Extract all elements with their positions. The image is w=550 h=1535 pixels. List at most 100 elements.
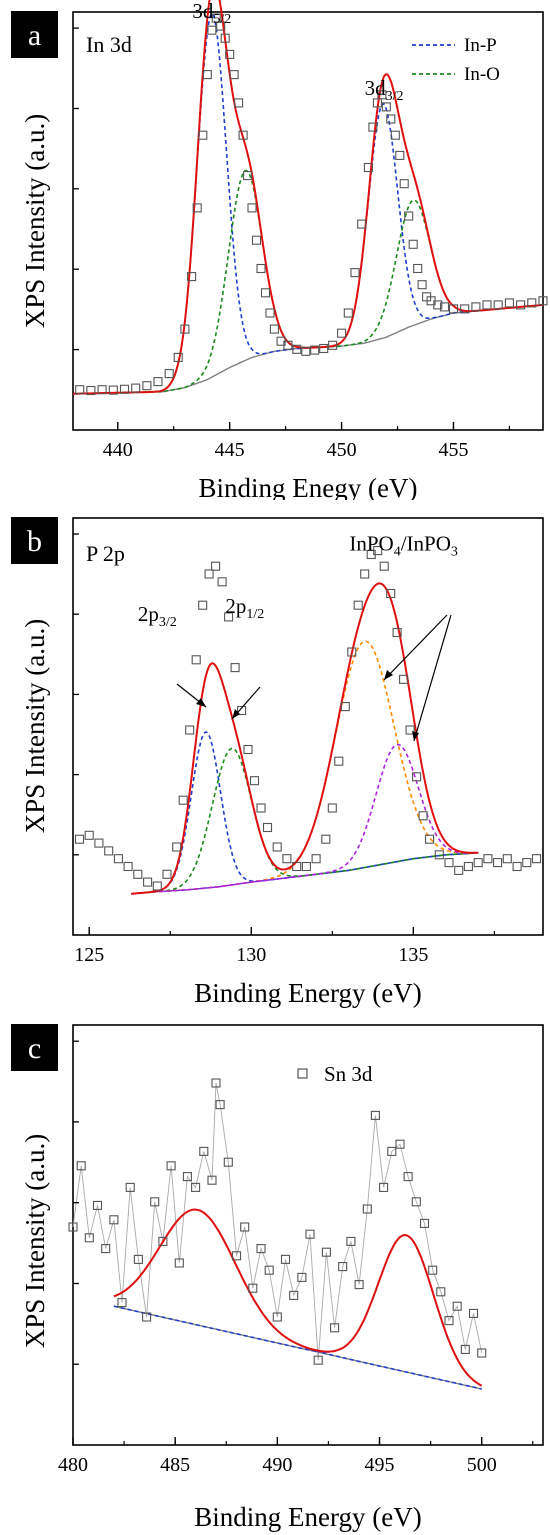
data-point-marker [224, 612, 234, 622]
panel-a-annotation: In 3d [86, 32, 132, 57]
data-point-marker [265, 308, 275, 318]
data-point-marker [238, 130, 248, 140]
data-point-marker [379, 1182, 389, 1192]
data-point-marker [413, 263, 423, 274]
data-point-marker [86, 385, 96, 396]
data-point-marker [131, 383, 141, 393]
data-point-marker [125, 1182, 135, 1192]
fit-envelope-line [72, 0, 544, 395]
data-point-marker [408, 239, 418, 249]
data-point-marker [180, 324, 190, 334]
data-point-marker [76, 1161, 86, 1171]
x-axis-label: Binding Energy (eV) [194, 978, 421, 1008]
data-point-marker [142, 1312, 152, 1322]
data-point-marker [173, 352, 183, 362]
panel-b-label: b [27, 525, 42, 558]
data-point-marker [444, 1316, 454, 1326]
data-point-marker [198, 130, 208, 140]
data-point-marker [256, 1244, 266, 1254]
data-point-marker [101, 1244, 111, 1254]
data-point-marker [327, 803, 337, 813]
data-point-marker [482, 300, 492, 310]
x-ticks: 480 485 490 495 500 [58, 1437, 534, 1476]
x-tick-label: 495 [365, 1454, 395, 1476]
data-point-marker [405, 725, 415, 735]
data-point-marker [417, 280, 427, 290]
x-tick-label: 125 [74, 944, 104, 966]
data-point-marker [527, 298, 537, 308]
data-point-marker [283, 340, 293, 350]
data-point-marker [166, 1161, 176, 1171]
data-point-marker [172, 842, 182, 852]
component-1-line [131, 747, 479, 895]
data-point-marker [444, 858, 454, 868]
data-point-marker [123, 861, 133, 872]
data-point-marker [399, 179, 409, 189]
data-point-marker [377, 90, 387, 100]
data-point-marker [243, 171, 253, 181]
data-point-marker [531, 854, 542, 864]
x-tick-label: 130 [236, 944, 266, 966]
data-point-marker [360, 569, 370, 579]
arrow-2p12-head [232, 709, 240, 719]
data-point-marker [538, 296, 548, 306]
data-point-marker [350, 268, 360, 278]
data-point-marker [428, 1265, 438, 1275]
data-point-marker [207, 25, 217, 35]
plot-layer [74, 546, 542, 895]
data-point-marker [330, 1323, 340, 1333]
x-tick-label: 480 [58, 1454, 88, 1476]
data-point-marker [74, 834, 85, 844]
data-point-marker [109, 1215, 119, 1225]
data-point-marker [448, 304, 459, 314]
data-point-marker [256, 803, 266, 813]
data-point-marker [343, 308, 353, 318]
data-point-marker [217, 577, 227, 587]
data-point-marker [425, 834, 435, 844]
data-point-marker [433, 300, 443, 310]
data-point-marker [215, 1100, 225, 1110]
data-point-marker [395, 1139, 405, 1149]
x-axis-label: Binding Energy (eV) [194, 1502, 421, 1532]
data-point-marker [191, 1182, 201, 1192]
data-point-marker [133, 869, 143, 879]
data-point-marker [340, 702, 350, 712]
data-point-marker [370, 1110, 380, 1120]
panel-c-chart: c Sn 3d 480 485 490 495 500 Binding Energy (… [11, 1024, 544, 1532]
data-point-marker [353, 600, 363, 610]
data-point-marker [202, 70, 212, 80]
data-point-marker [162, 869, 172, 879]
data-point-marker [392, 627, 402, 638]
data-point-marker [251, 235, 262, 245]
data-point-marker [321, 834, 331, 844]
component-3-line [131, 743, 479, 895]
data-point-marker [412, 772, 422, 782]
data-point-marker [75, 385, 85, 395]
data-point-marker [439, 302, 450, 312]
data-point-marker [108, 385, 118, 395]
data-point-marker [92, 1200, 103, 1210]
component-2-line [131, 640, 479, 895]
data-point-marker [386, 114, 396, 124]
data-point-marker [404, 211, 414, 221]
data-point-marker [434, 850, 444, 860]
data-point-marker [225, 49, 235, 59]
data-point-marker [182, 1172, 192, 1182]
data-point-marker [347, 647, 357, 657]
plot-layer [72, 0, 548, 396]
data-point-marker [211, 1078, 221, 1088]
data-point-marker [231, 1251, 242, 1261]
data-point-marker [234, 98, 244, 108]
data-point-marker [198, 600, 208, 610]
peak-label: 2p1/2 [225, 594, 264, 622]
data-point-marker [230, 663, 240, 673]
data-point-marker [192, 203, 202, 213]
data-point-marker [452, 1301, 462, 1311]
data-point-marker [399, 674, 409, 684]
y-axis-label: XPS Intensity (a.u.) [20, 114, 50, 328]
data-point-marker [142, 381, 152, 391]
data-point-marker [191, 655, 201, 665]
panel-a-chart: a In 3d In-P In-O 440 445 450 455 3d5/2 3d3/… [11, 0, 548, 500]
data-point-marker [185, 725, 195, 735]
data-point-marker [94, 838, 104, 848]
